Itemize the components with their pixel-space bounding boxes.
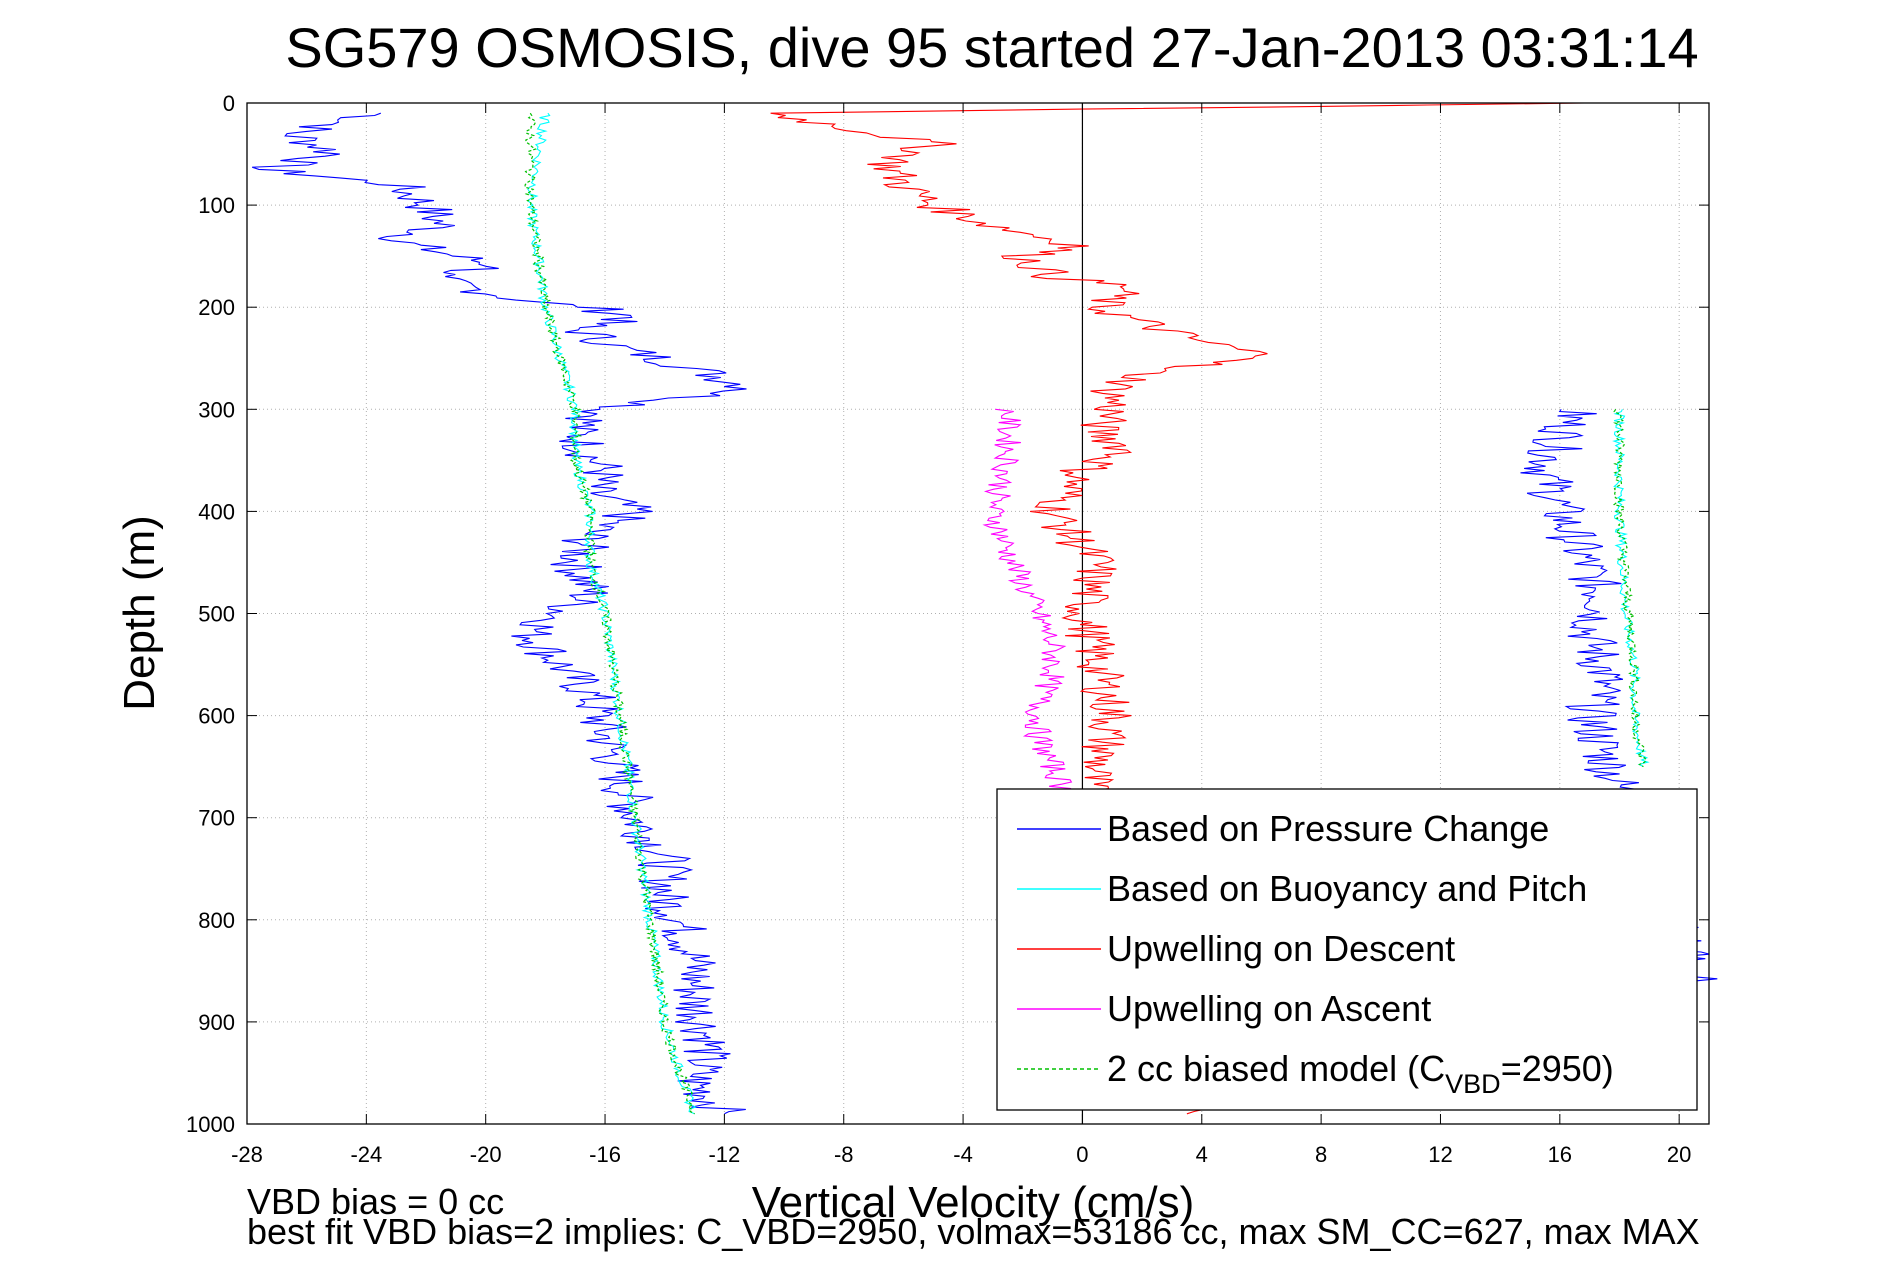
series-line-0 <box>252 112 747 1115</box>
y-tick-label: 900 <box>198 1010 235 1035</box>
x-tick-label: -16 <box>589 1142 621 1167</box>
x-tick-label: 4 <box>1196 1142 1208 1167</box>
x-tick-label: 12 <box>1428 1142 1452 1167</box>
y-tick-label: 100 <box>198 193 235 218</box>
x-tick-label: 0 <box>1076 1142 1088 1167</box>
series-line-2 <box>526 112 697 1115</box>
y-tick-label: 400 <box>198 499 235 524</box>
legend-label-tail: =2950) <box>1501 1048 1614 1089</box>
x-tick-label: -20 <box>470 1142 502 1167</box>
legend-box <box>996 788 1698 1111</box>
legend-label: Upwelling on Descent <box>1107 928 1455 969</box>
legend-label: Based on Pressure Change <box>1107 808 1549 849</box>
series-line-5 <box>982 408 1073 798</box>
x-tick-label: 8 <box>1315 1142 1327 1167</box>
footer-best-fit: best fit VBD bias=2 implies: C_VBD=2950,… <box>247 1211 1700 1252</box>
series-line-3 <box>1612 409 1650 768</box>
x-tick-label: 20 <box>1667 1142 1691 1167</box>
x-tick-label: -24 <box>350 1142 382 1167</box>
y-axis-label: Depth (m) <box>115 515 164 711</box>
legend-label: Based on Buoyancy and Pitch <box>1107 868 1587 909</box>
y-tick-label: 0 <box>223 91 235 116</box>
y-tick-label: 200 <box>198 295 235 320</box>
series-line-6 <box>524 112 695 1115</box>
x-tick-label: -4 <box>953 1142 973 1167</box>
y-tick-label: 700 <box>198 806 235 831</box>
y-tick-label: 800 <box>198 908 235 933</box>
y-tick-label: 1000 <box>186 1112 235 1137</box>
x-tick-label: -12 <box>708 1142 740 1167</box>
x-tick-label: -28 <box>231 1142 263 1167</box>
series-line-7 <box>1612 408 1647 768</box>
footer-vbd-bias: VBD bias = 0 cc <box>247 1181 505 1222</box>
y-tick-label: 500 <box>198 602 235 627</box>
y-tick-label: 600 <box>198 704 235 729</box>
y-tick-label: 300 <box>198 397 235 422</box>
chart-title: SG579 OSMOSIS, dive 95 started 27-Jan-20… <box>285 16 1698 79</box>
legend-label-subscript: VBD <box>1445 1069 1501 1099</box>
legend-label: Upwelling on Ascent <box>1107 988 1431 1029</box>
x-tick-label: 16 <box>1548 1142 1572 1167</box>
x-axis-label: Vertical Velocity (cm/s) <box>752 1178 1195 1227</box>
x-tick-label: -8 <box>834 1142 854 1167</box>
